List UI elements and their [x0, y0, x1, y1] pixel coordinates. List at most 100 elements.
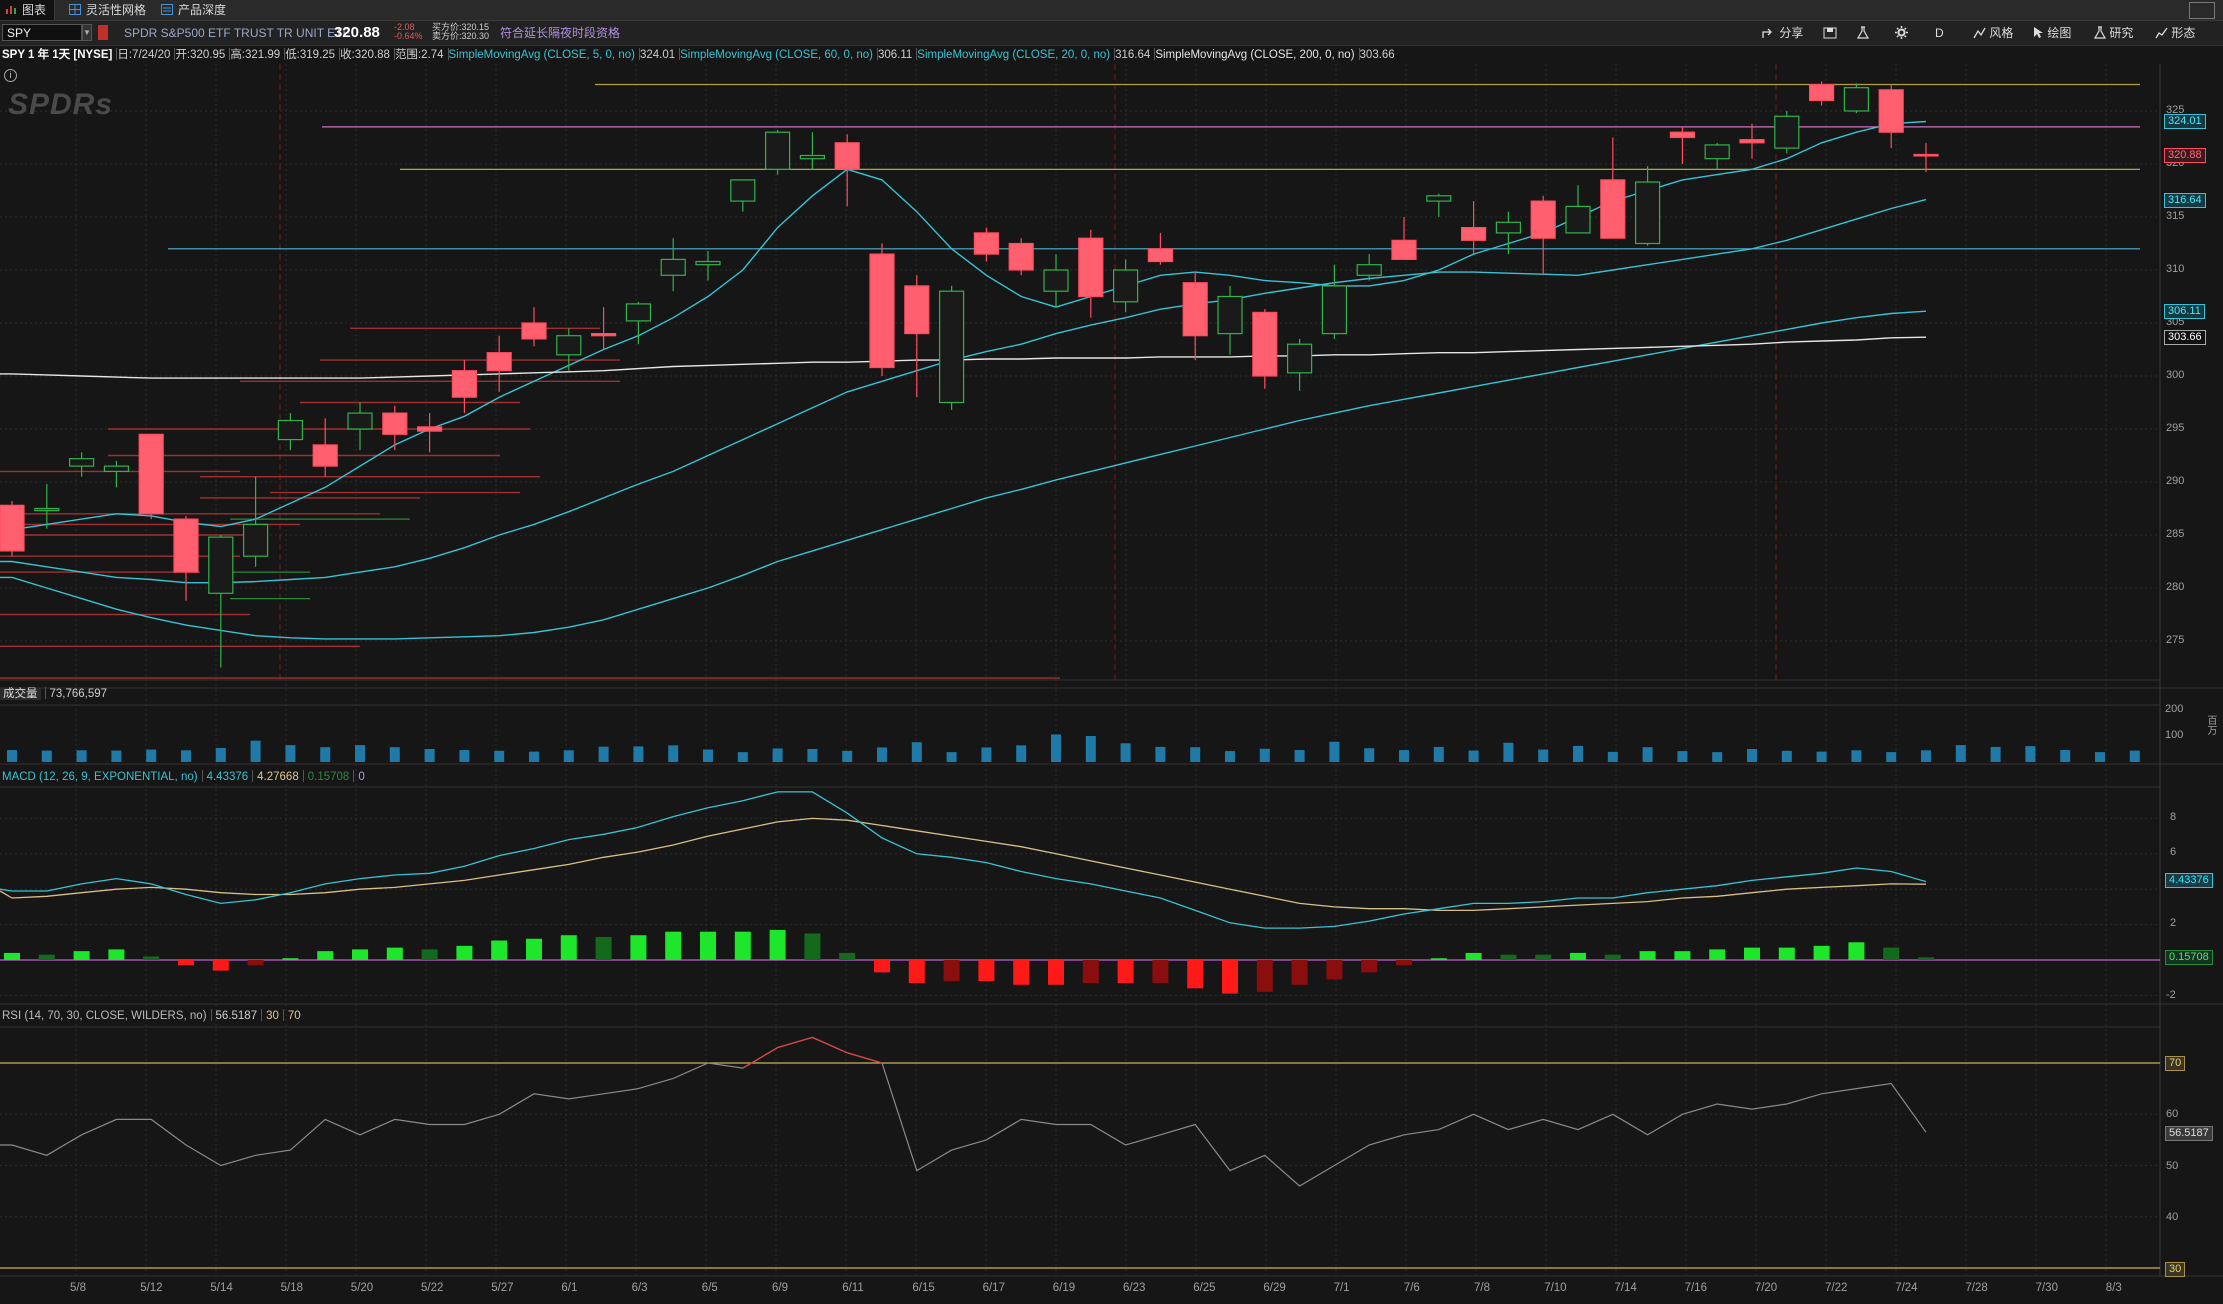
candle-body — [312, 444, 338, 467]
share-button[interactable]: 分享 — [1762, 24, 1803, 42]
rsi-label[interactable]: RSI (14, 70, 30, CLOSE, WILDERS, no) — [2, 1010, 207, 1022]
candle-body — [556, 335, 582, 356]
macd-value: 4.43376 — [206, 771, 249, 783]
drawing-button[interactable]: 绘图 — [2033, 24, 2071, 42]
sma200-label[interactable]: SimpleMovingAvg (CLOSE, 200, 0, no) — [1155, 49, 1355, 61]
volume-bar — [807, 749, 818, 762]
rsi-overbought: 70 — [287, 1010, 301, 1022]
macd-histogram-bar — [1848, 942, 1865, 960]
tab-flexible-grid[interactable]: 灵活性网格 — [64, 0, 154, 20]
sma60-label[interactable]: SimpleMovingAvg (CLOSE, 60, 0, no) — [680, 49, 873, 61]
symbol-dropdown-icon[interactable]: ▼ — [82, 24, 92, 41]
volume-header: 成交量 73,766,597 — [0, 686, 107, 702]
volume-bar — [7, 750, 17, 762]
window-restore-button[interactable] — [2189, 2, 2215, 19]
volume-bar — [1781, 750, 1792, 762]
volume-bar — [459, 750, 470, 762]
rsi-tick: 60 — [2166, 1108, 2179, 1120]
macd-histogram-bar — [1570, 952, 1586, 960]
info-icon[interactable]: i — [4, 69, 17, 82]
settings-button[interactable] — [1895, 24, 1908, 42]
date-tick: 7/14 — [1614, 1282, 1637, 1294]
sma5-label[interactable]: SimpleMovingAvg (CLOSE, 5, 0, no) — [448, 49, 635, 61]
candle-body — [208, 536, 234, 594]
candle-body — [1913, 153, 1939, 157]
date-tick: 7/8 — [1474, 1282, 1490, 1294]
chart-area[interactable] — [0, 64, 2223, 1304]
macd-histogram-bar — [4, 952, 20, 960]
volume-bar — [2060, 750, 2071, 762]
volume-bar — [703, 749, 713, 762]
spdr-logo: SPDRs — [8, 88, 114, 121]
volume-bar — [1399, 750, 1409, 762]
candle-body — [1217, 295, 1243, 335]
date-tick: 7/22 — [1825, 1282, 1848, 1294]
sma20-label[interactable]: SimpleMovingAvg (CLOSE, 20, 0, no) — [917, 49, 1111, 61]
volume-bar — [911, 742, 922, 762]
volume-bar — [41, 750, 52, 762]
price-tag: 324.01 — [2164, 114, 2206, 130]
volume-bar — [1677, 751, 1688, 762]
macd-histogram-bar — [769, 929, 786, 960]
volume-bar — [1747, 749, 1757, 762]
flag-icon[interactable] — [98, 25, 108, 40]
studies-button[interactable]: 研究 — [2093, 24, 2134, 42]
candle-body — [1530, 200, 1556, 239]
price-tick: 285 — [2166, 528, 2185, 540]
share-icon — [1762, 28, 1772, 38]
rsi-70-tag: 70 — [2165, 1056, 2186, 1071]
macd-histogram-bar — [1361, 960, 1378, 973]
macd-diff: 0.15708 — [307, 771, 350, 783]
macd-histogram-bar — [1604, 954, 1621, 960]
date-tick: 7/30 — [2035, 1282, 2058, 1294]
volume-bar — [1503, 742, 1514, 762]
volume-bar — [1816, 751, 1827, 762]
macd-tick: 6 — [2170, 846, 2177, 858]
cursor-icon — [2034, 27, 2043, 38]
candle-body — [0, 504, 25, 552]
volume-bar — [1851, 750, 1862, 762]
grid-lines — [0, 64, 2223, 1277]
macd-histogram-bar — [908, 960, 925, 984]
date-tick: 6/29 — [1263, 1282, 1286, 1294]
macd-label[interactable]: MACD (12, 26, 9, EXPONENTIAL, no) — [2, 771, 198, 783]
rsi-line — [0, 1036, 1927, 1187]
patterns-button[interactable]: 形态 — [2155, 24, 2195, 42]
volume-bar — [320, 747, 331, 762]
study-header: SPY 1 年 1天 [NYSE] 日:7/24/20 开:320.95 高:321.… — [0, 46, 2223, 64]
extended-hours-note[interactable]: 符合延长隔夜时段资格 — [500, 26, 621, 40]
tab-product-depth[interactable]: 产品深度 — [156, 0, 234, 20]
date-tick: 7/28 — [1965, 1282, 1988, 1294]
chart-icon — [6, 6, 16, 14]
price-tick: 295 — [2166, 422, 2185, 434]
candle-body — [382, 412, 408, 435]
date-tick: 6/3 — [631, 1282, 648, 1294]
aggregation-button[interactable]: D — [1935, 26, 1944, 40]
flask-button[interactable] — [1856, 24, 1870, 42]
date-tick: 5/8 — [70, 1282, 86, 1294]
volume-bar — [1294, 750, 1305, 762]
symbol-input[interactable]: SPY — [2, 24, 82, 41]
volume-bar — [1155, 746, 1166, 762]
tab-chart[interactable]: 图表 — [0, 0, 56, 20]
volume-bar — [1573, 745, 1583, 762]
price-tick: 325 — [2166, 104, 2185, 116]
volume-bar — [1259, 748, 1270, 762]
sma20-value: 316.64 — [1115, 49, 1151, 61]
candle-body — [764, 131, 791, 170]
candle-body — [1426, 195, 1452, 202]
style-button[interactable]: 风格 — [1973, 24, 2013, 42]
macd-histogram-bar — [1778, 947, 1795, 960]
save-chart-button[interactable] — [1823, 24, 1837, 42]
date-tick: 7/1 — [1333, 1282, 1350, 1294]
macd-histogram-bar — [1222, 960, 1238, 994]
bar-date: 日:7/24/20 — [117, 49, 171, 61]
tab-label: 图表 — [22, 3, 47, 17]
macd-histogram-bar — [1326, 960, 1343, 980]
bid-price: 买方价:320.15 — [432, 22, 490, 32]
candle-body — [1600, 179, 1626, 239]
studies-label: 研究 — [2109, 26, 2134, 40]
macd-histogram-bar — [1396, 960, 1412, 966]
chart-title: SPY 1 年 1天 [NYSE] — [2, 49, 113, 61]
sma-line — [0, 310, 1927, 640]
